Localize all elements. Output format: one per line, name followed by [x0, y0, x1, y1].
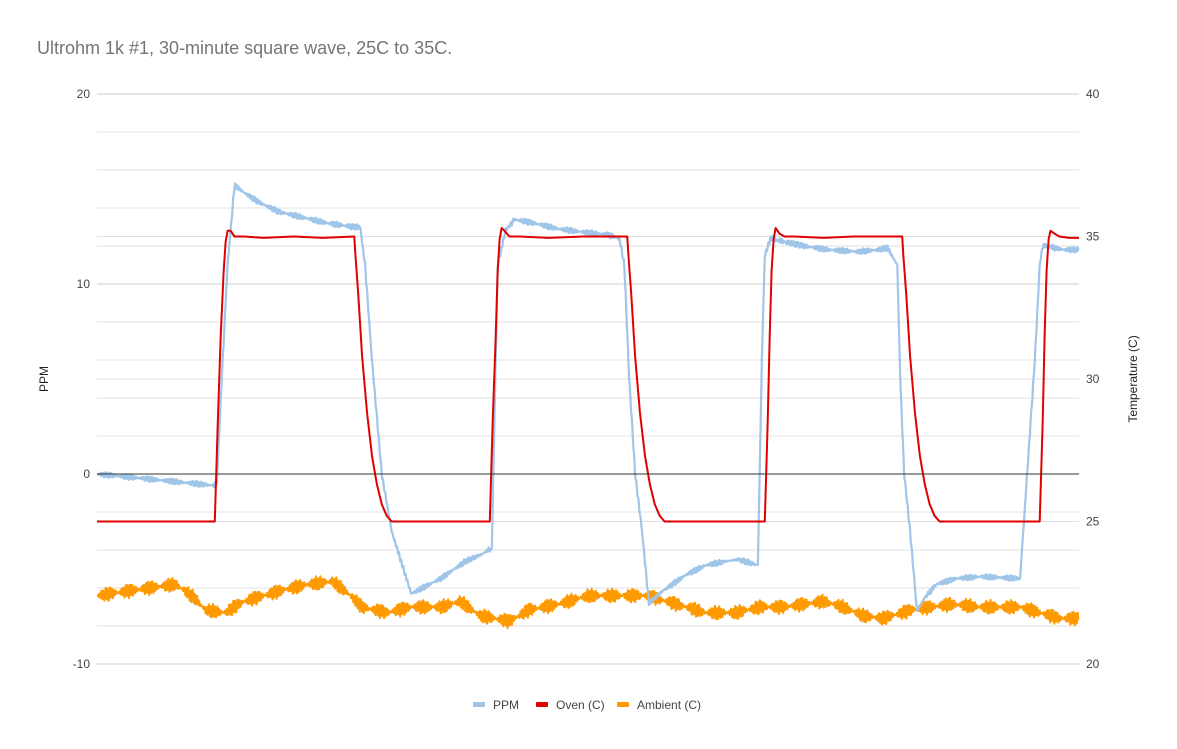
left-axis-ticks: 20 10 0 -10: [73, 87, 91, 671]
legend-swatch: [617, 702, 629, 707]
series-line-oven-c: [97, 227, 1079, 523]
legend-swatch: [473, 702, 485, 707]
legend-label: Oven (C): [556, 698, 605, 712]
left-axis-title: PPM: [37, 366, 51, 392]
legend-swatch: [536, 702, 548, 707]
right-tick-label: 40: [1086, 87, 1100, 101]
left-tick-label: 0: [83, 467, 90, 481]
legend-label: PPM: [493, 698, 519, 712]
left-tick-label: 20: [77, 87, 91, 101]
right-tick-label: 30: [1086, 372, 1100, 386]
left-tick-label: 10: [77, 277, 91, 291]
legend: PPM Oven (C) Ambient (C): [473, 698, 701, 712]
right-tick-label: 35: [1086, 230, 1100, 244]
left-tick-label: -10: [73, 657, 91, 671]
legend-label: Ambient (C): [637, 698, 701, 712]
right-tick-label: 25: [1086, 515, 1100, 529]
right-tick-label: 20: [1086, 657, 1100, 671]
chart-title: Ultrohm 1k #1, 30-minute square wave, 25…: [37, 38, 453, 58]
series-line-ppm: [96, 182, 1080, 612]
gridlines: [97, 93, 1079, 665]
series-line-ambient-c: [96, 575, 1080, 629]
series-lines: [96, 182, 1080, 629]
right-axis-title: Temperature (C): [1126, 335, 1140, 422]
right-axis-ticks: 40 35 30 25 20: [1086, 87, 1100, 671]
